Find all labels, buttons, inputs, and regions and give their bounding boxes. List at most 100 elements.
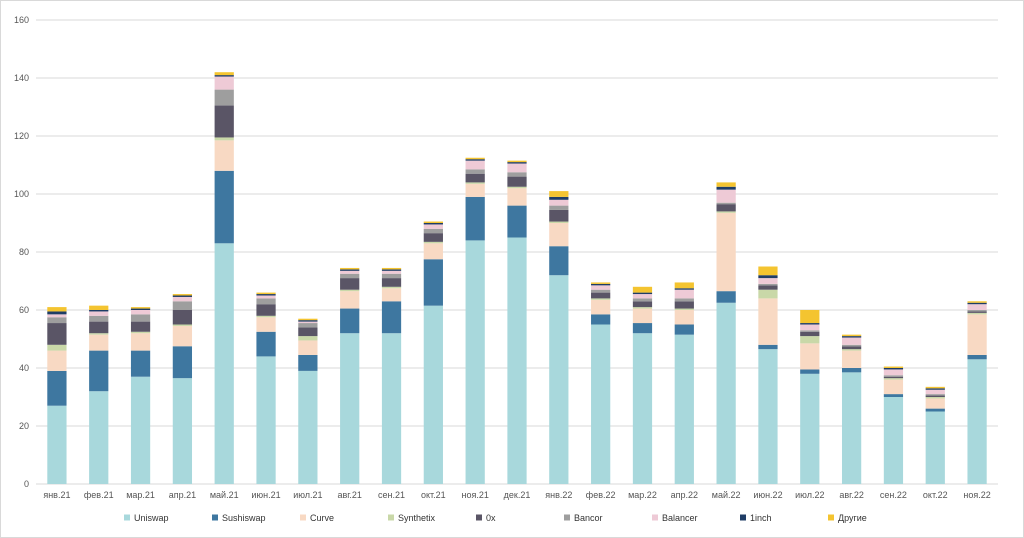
x-tick-label: май.22 xyxy=(712,490,741,500)
bar-segment xyxy=(967,354,987,360)
bar-segment xyxy=(381,267,402,270)
bar-segment xyxy=(298,323,318,328)
bar-segment xyxy=(841,350,862,368)
bar-segment xyxy=(381,286,402,289)
bar-segment xyxy=(381,301,402,334)
bar-segment xyxy=(758,283,778,286)
bar-segment xyxy=(800,336,820,344)
bar-segment xyxy=(716,302,736,484)
bar-segment xyxy=(591,283,611,286)
bar-segment xyxy=(256,315,276,318)
bar-segment xyxy=(632,308,653,324)
bar-segment xyxy=(632,286,653,293)
bar-segment xyxy=(800,373,820,484)
bar-segment xyxy=(716,182,736,187)
bar-segment xyxy=(507,188,527,206)
bar-segment xyxy=(381,333,402,484)
bar-segment xyxy=(549,199,569,206)
bar-segment xyxy=(256,304,276,316)
bar-segment xyxy=(130,321,151,332)
bar-segment xyxy=(172,346,193,379)
bar-segment xyxy=(89,305,109,310)
bar-segment xyxy=(47,317,67,324)
bar-segment xyxy=(925,397,945,399)
bar-segment xyxy=(89,315,109,322)
bar-segment xyxy=(465,159,485,161)
bar-segment xyxy=(47,344,67,351)
bar-segment xyxy=(967,304,987,310)
bar-segment xyxy=(841,337,862,345)
y-axis: 0 20 40 60 80 100 120 140 160 xyxy=(14,15,29,489)
bar-segment xyxy=(47,370,67,406)
legend-swatch xyxy=(212,514,218,521)
bar-segment xyxy=(423,224,443,229)
bar-segment xyxy=(758,344,778,350)
bar-segment xyxy=(716,204,736,212)
bar-segment xyxy=(674,282,694,289)
legend: Uniswap Sushiswap Curve Synthetix 0x Bancor Ba… xyxy=(124,513,867,523)
bar-segment xyxy=(214,72,234,76)
bar-segment xyxy=(591,324,611,484)
bars xyxy=(47,72,987,484)
bar-segment xyxy=(841,336,862,338)
bar-segment xyxy=(925,398,945,409)
x-tick-label: ноя.22 xyxy=(963,490,990,500)
bar-segment xyxy=(674,301,694,309)
bar-segment xyxy=(967,312,987,315)
legend-label: Curve xyxy=(310,513,334,523)
bar-segment xyxy=(591,285,611,290)
bar-segment xyxy=(674,289,694,299)
bar-segment xyxy=(130,376,151,484)
bar-segment xyxy=(800,369,820,374)
legend-label: 0x xyxy=(486,513,496,523)
legend-swatch xyxy=(564,514,570,521)
bar-segment xyxy=(214,75,234,77)
bar-segment xyxy=(340,291,360,309)
bar-segment xyxy=(758,275,778,279)
bar-segment xyxy=(340,269,360,271)
bar-segment xyxy=(883,376,904,379)
bar-segment xyxy=(591,289,611,293)
x-tick-label: июн.22 xyxy=(753,490,782,500)
bar-segment xyxy=(89,334,109,351)
bar-segment xyxy=(89,333,109,335)
x-tick-label: апр.21 xyxy=(169,490,196,500)
bar-segment xyxy=(674,288,694,290)
bar-segment xyxy=(214,105,234,138)
bar-segment xyxy=(47,405,67,484)
bar-segment xyxy=(549,223,569,247)
bar-segment xyxy=(758,349,778,484)
bar-segment xyxy=(423,259,443,306)
bar-segment xyxy=(172,295,193,297)
bar-segment xyxy=(256,356,276,484)
bar-segment xyxy=(256,317,276,332)
legend-swatch xyxy=(828,514,834,521)
y-tick-label: 40 xyxy=(19,363,29,373)
bar-segment xyxy=(507,160,527,163)
bar-segment xyxy=(172,301,193,310)
bar-segment xyxy=(47,323,67,345)
bar-segment xyxy=(800,343,820,370)
bar-segment xyxy=(674,324,694,335)
bar-segment xyxy=(967,302,987,305)
bar-segment xyxy=(841,344,862,347)
legend-label: Другие xyxy=(838,513,867,523)
bar-segment xyxy=(925,395,945,397)
bar-segment xyxy=(716,291,736,303)
bar-segment xyxy=(925,389,945,395)
x-tick-label: окт.21 xyxy=(421,490,446,500)
bar-segment xyxy=(89,350,109,392)
bar-segment xyxy=(130,331,151,334)
bar-segment xyxy=(130,350,151,377)
y-tick-label: 80 xyxy=(19,247,29,257)
y-tick-label: 160 xyxy=(14,15,29,25)
y-tick-label: 120 xyxy=(14,131,29,141)
x-tick-label: апр.22 xyxy=(671,490,698,500)
x-tick-label: окт.22 xyxy=(923,490,948,500)
legend-swatch xyxy=(124,514,130,521)
bar-segment xyxy=(591,292,611,299)
bar-segment xyxy=(172,324,193,326)
bar-segment xyxy=(883,397,904,484)
bar-segment xyxy=(89,391,109,484)
